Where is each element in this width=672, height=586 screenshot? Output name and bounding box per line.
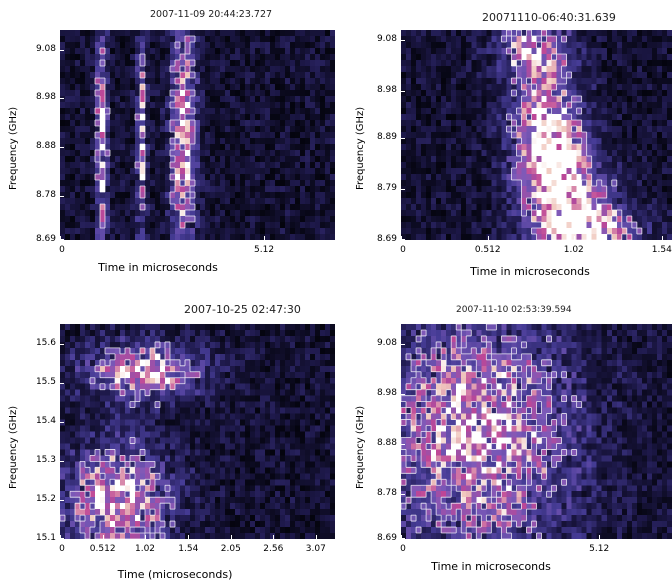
- x-tick-label: 2.56: [263, 544, 284, 554]
- chart-title: 2007-10-25 02:47:30: [184, 303, 301, 316]
- contour-overlay: [60, 341, 201, 539]
- x-tick-label: 3.07: [305, 544, 326, 554]
- y-tick-label: 8.98: [35, 92, 56, 103]
- y-tick-label: 8.79: [376, 182, 397, 193]
- y-tick-label: 8.88: [35, 141, 56, 152]
- x-tick-label: 5.12: [254, 245, 275, 255]
- heatmap-canvas: [60, 324, 335, 539]
- y-tick-label: 8.78: [376, 488, 397, 498]
- y-axis-label: Frequency (GHz): [8, 405, 19, 489]
- y-tick-mark: [60, 239, 64, 240]
- chart-title: 2007-11-10 02:53:39.594: [456, 305, 572, 315]
- x-tick-label: 0.512: [89, 544, 116, 554]
- chart-title: 2007-11-09 20:44:23.727: [150, 9, 273, 20]
- y-tick-label: 9.08: [376, 34, 397, 45]
- x-axis-label: Time in microseconds: [98, 261, 218, 274]
- x-tick-mark: [102, 535, 104, 539]
- y-tick-mark: [60, 343, 64, 345]
- y-axis-label: Frequency (GHz): [355, 106, 366, 190]
- y-tick-label: 15.4: [35, 415, 56, 426]
- x-tick-mark: [487, 236, 489, 240]
- y-tick-mark: [401, 188, 405, 190]
- y-tick-label: 9.08: [376, 338, 397, 348]
- x-tick-mark: [230, 535, 232, 539]
- y-axis-label: Frequency (GHz): [8, 106, 19, 190]
- y-tick-label: 15.3: [35, 454, 56, 465]
- contour-overlay: [500, 30, 643, 240]
- y-tick-mark: [401, 91, 405, 93]
- y-tick-mark: [60, 460, 64, 462]
- y-tick-mark: [60, 382, 64, 384]
- contour-overlay: [401, 324, 583, 539]
- y-tick-label: 8.69: [376, 234, 397, 244]
- y-tick-mark: [401, 40, 405, 42]
- y-tick-label: 8.89: [376, 131, 397, 142]
- spectrogram-plot: [401, 324, 672, 539]
- x-tick-label: 2.05: [220, 544, 241, 554]
- y-tick-label: 15.5: [35, 376, 56, 387]
- spectrogram-plot: [60, 324, 335, 539]
- y-tick-mark: [60, 98, 64, 100]
- x-tick-mark: [145, 535, 146, 539]
- x-tick-mark: [661, 236, 663, 240]
- y-tick-mark: [60, 49, 64, 51]
- x-tick-mark: [188, 535, 190, 539]
- y-tick-mark: [401, 137, 405, 139]
- x-tick-label: 0: [400, 245, 406, 255]
- x-axis-label: Time in microseconds: [470, 265, 590, 278]
- y-tick-label: 15.2: [35, 493, 56, 504]
- y-tick-mark: [60, 196, 64, 198]
- heatmap-canvas: [60, 30, 335, 240]
- y-axis-label: Frequency (GHz): [355, 405, 366, 489]
- contour-lines: [94, 35, 196, 229]
- x-tick-mark: [599, 535, 601, 539]
- y-tick-mark: [401, 394, 405, 395]
- y-tick-label: 9.08: [35, 43, 56, 54]
- contour-overlay: [94, 35, 196, 229]
- x-tick-mark: [273, 535, 275, 539]
- x-axis-label: Time in microseconds: [431, 560, 551, 573]
- y-tick-mark: [401, 444, 405, 445]
- x-tick-mark: [573, 236, 575, 240]
- x-tick-label: 0: [59, 245, 65, 255]
- x-tick-label: 0: [400, 544, 406, 554]
- y-tick-label: 8.69: [35, 234, 56, 244]
- chart-title: 20071110-06:40:31.639: [482, 11, 616, 24]
- y-tick-label: 8.69: [376, 533, 397, 543]
- contour-lines: [401, 324, 583, 539]
- y-tick-mark: [401, 494, 405, 495]
- y-tick-mark: [60, 538, 64, 539]
- x-tick-label: 0.512: [474, 245, 501, 255]
- x-tick-label: 5.12: [589, 544, 610, 554]
- x-tick-mark: [60, 535, 61, 539]
- y-tick-label: 8.98: [376, 85, 397, 96]
- x-tick-mark: [315, 535, 317, 539]
- spectrogram-plot: [60, 30, 335, 240]
- x-tick-label: 1.02: [563, 245, 584, 255]
- contour-lines: [60, 341, 201, 539]
- spectrogram-plot: [401, 30, 672, 240]
- contour-lines: [500, 30, 643, 240]
- x-tick-mark: [401, 236, 402, 240]
- x-tick-mark: [401, 535, 402, 539]
- y-tick-mark: [60, 499, 64, 501]
- x-tick-label: 1.02: [134, 544, 156, 554]
- y-tick-label: 8.98: [376, 388, 397, 398]
- y-tick-label: 15.6: [35, 337, 56, 348]
- y-tick-mark: [60, 147, 64, 149]
- y-tick-mark: [401, 538, 405, 539]
- y-tick-label: 8.78: [35, 190, 56, 201]
- x-tick-mark: [60, 236, 61, 240]
- y-tick-mark: [60, 421, 64, 423]
- x-axis-label: Time (microseconds): [117, 568, 233, 581]
- y-tick-mark: [401, 239, 405, 240]
- x-tick-label: 0: [59, 544, 65, 554]
- x-tick-mark: [264, 236, 266, 240]
- y-tick-label: 15.1: [35, 533, 56, 543]
- y-tick-label: 8.88: [376, 438, 397, 448]
- x-tick-label: 1.54: [178, 544, 199, 554]
- y-tick-mark: [401, 344, 405, 345]
- x-tick-label: 1.54: [651, 245, 672, 255]
